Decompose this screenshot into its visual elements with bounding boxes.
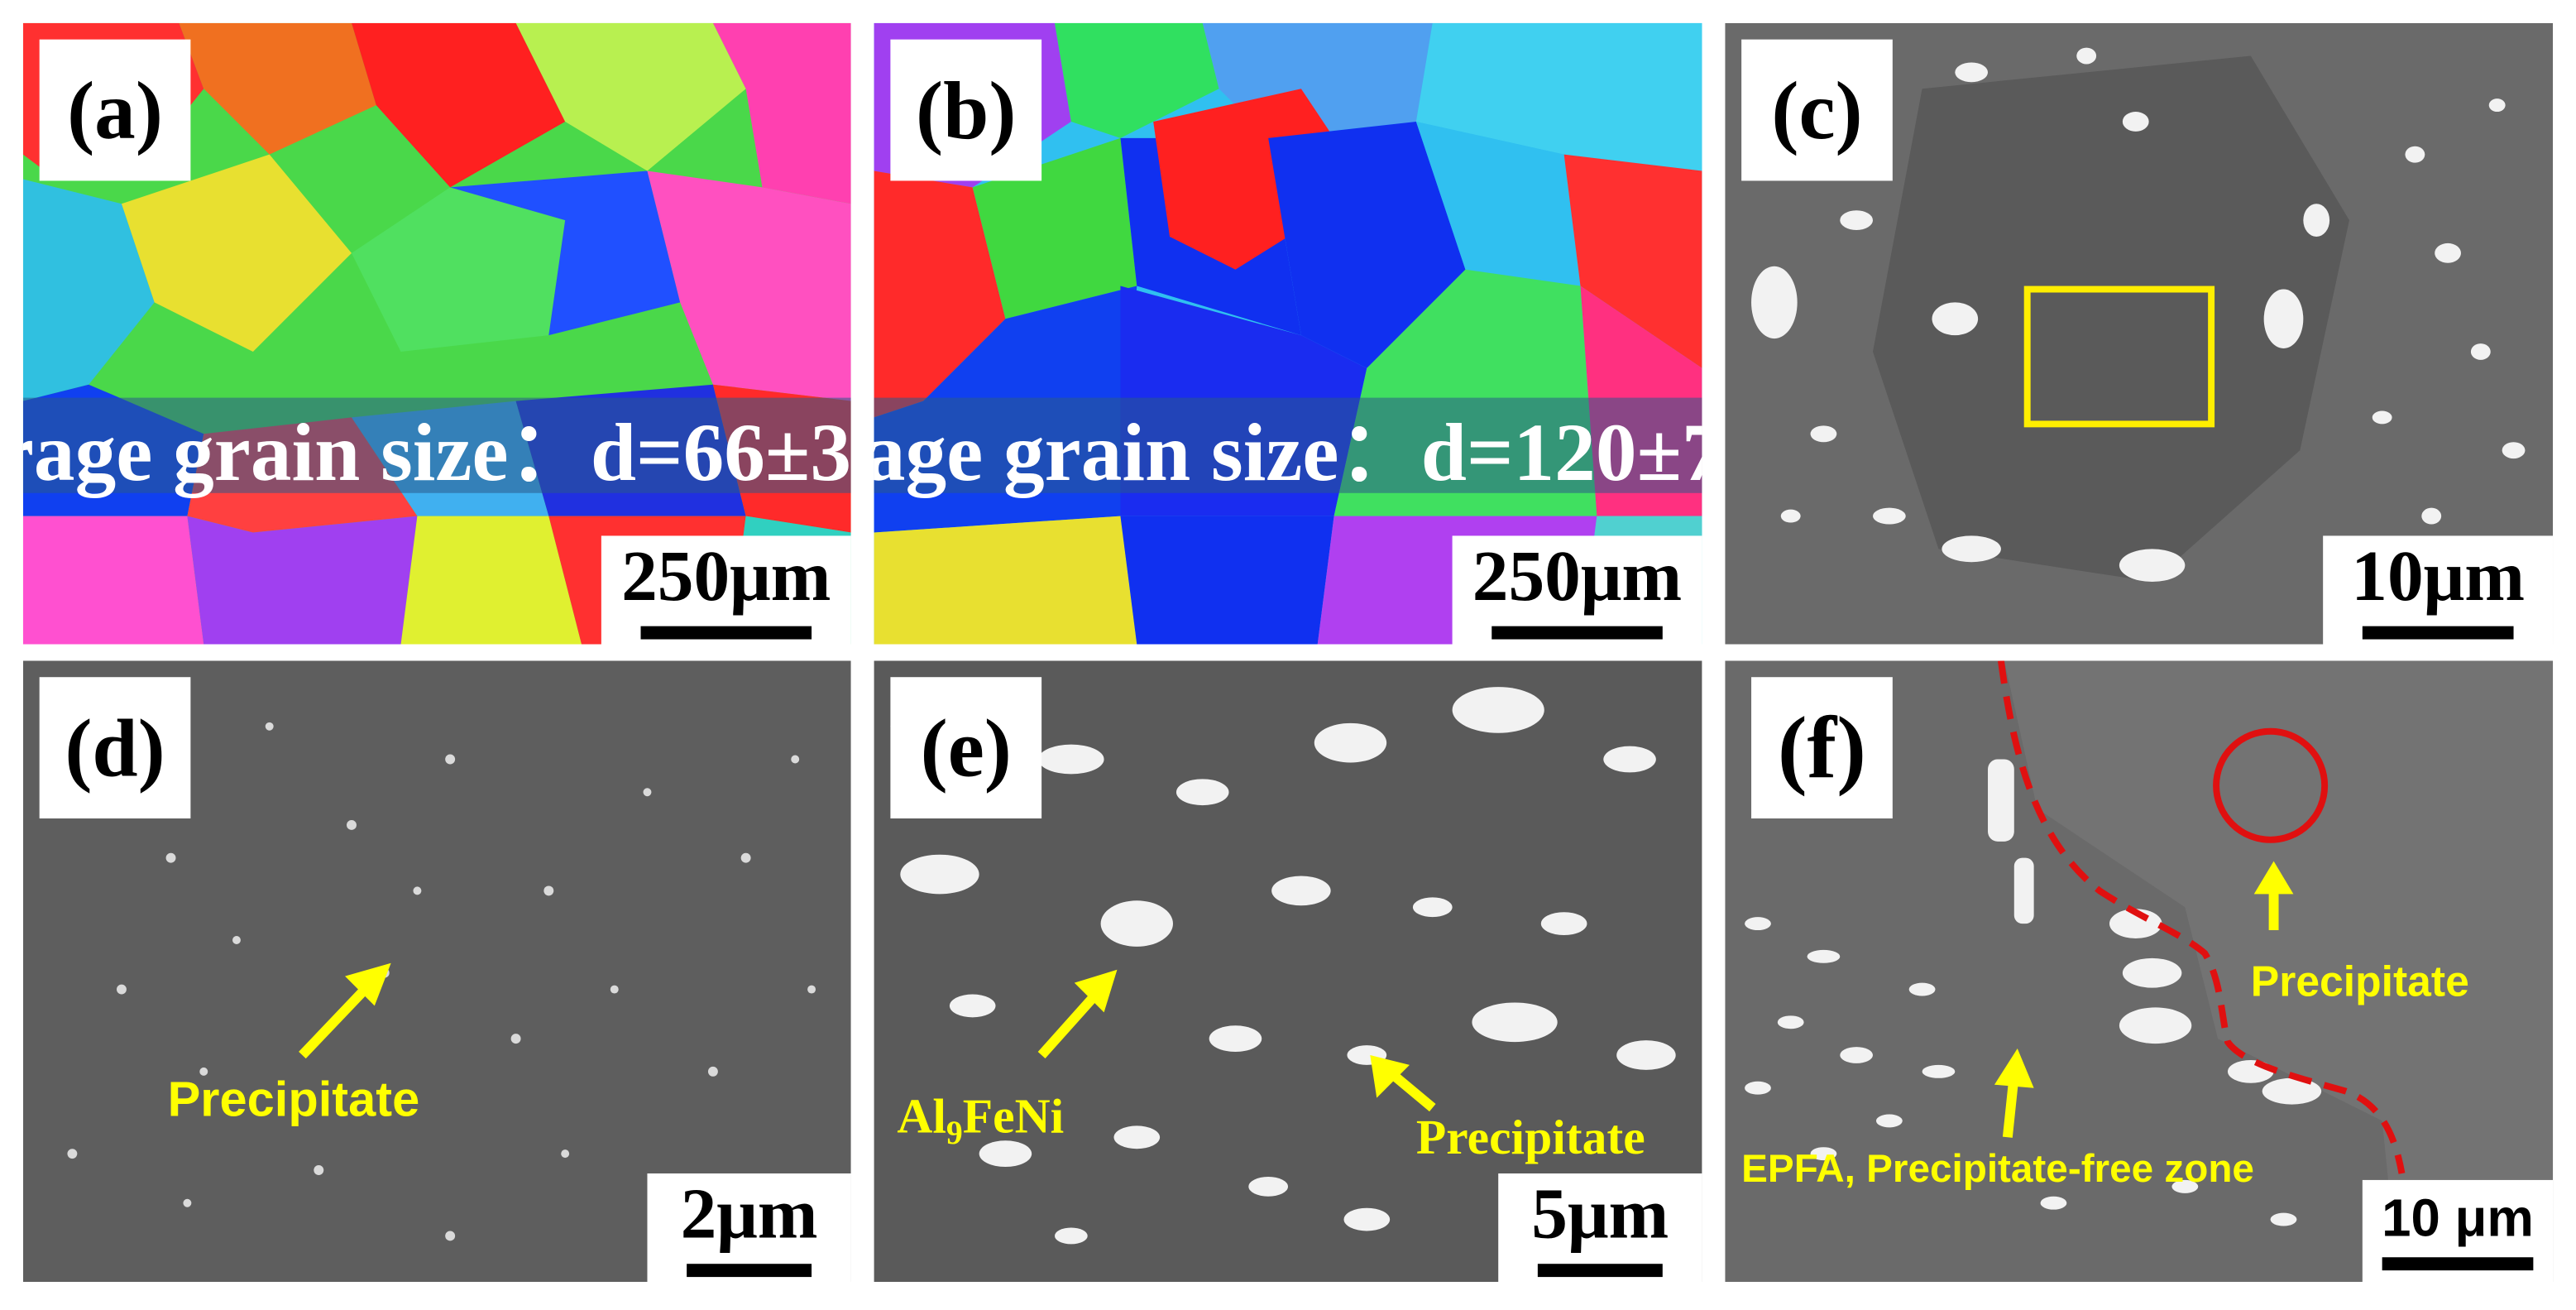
scale-bar-line: [2362, 626, 2514, 640]
scale-bar-line: [687, 1264, 812, 1278]
panel-label: (c): [1741, 39, 1893, 181]
scale-bar-label: 10μm: [2351, 535, 2526, 617]
al9feni-label: Al9FeNi: [897, 1089, 1065, 1153]
precipitate-label: Precipitate: [2250, 956, 2469, 1006]
scale-bar: 5μm: [1498, 1173, 1702, 1283]
scale-bar: 10μm: [2323, 535, 2554, 645]
scale-bar-line: [640, 626, 812, 640]
average-grain-size-text: Average grain size：d=120±70μm: [874, 405, 1702, 498]
panel-d: Precipitate (d) 2μm: [22, 660, 851, 1283]
panel-label: (b): [890, 39, 1042, 181]
panel-f: Precipitate EPFA, Precipitate-free zone …: [1725, 660, 2554, 1283]
average-grain-size-text: Average grain size：d=66±36μm: [23, 405, 851, 498]
scale-bar-label: 250μm: [621, 535, 831, 617]
scale-bar-label: 10 μm: [2382, 1188, 2534, 1248]
scale-bar-line: [1537, 1264, 1663, 1278]
scale-bar: 2μm: [647, 1173, 851, 1283]
precipitate-label: Precipitate: [167, 1072, 420, 1128]
panel-c: (c) 10μm: [1725, 22, 2554, 645]
precipitate-free-zone-label: EPFA, Precipitate-free zone: [1741, 1147, 2254, 1192]
scale-bar-line: [1491, 626, 1663, 640]
al9feni-label-element: Al: [897, 1089, 946, 1144]
panel-e: Al9FeNi Precipitate (e) 5μm: [874, 660, 1702, 1283]
panel-label: (f): [1751, 677, 1893, 819]
panel-label: (d): [39, 677, 191, 819]
scale-bar-label: 2μm: [680, 1173, 818, 1255]
scale-bar-label: 5μm: [1531, 1173, 1669, 1255]
scale-bar: 10 μm: [2362, 1179, 2554, 1283]
panel-label: (a): [39, 39, 191, 181]
scale-bar-label: 250μm: [1472, 535, 1683, 617]
panel-b: Average grain size：d=120±70μm (b) 250μm: [874, 22, 1702, 645]
scale-bar: 250μm: [1452, 535, 1702, 645]
scale-bar-line: [2382, 1257, 2534, 1271]
precipitate-label: Precipitate: [1415, 1111, 1645, 1166]
ebsd-map-a: [22, 22, 851, 645]
panel-label: (e): [890, 677, 1042, 819]
scale-bar: 250μm: [601, 535, 851, 645]
al9feni-label-subscript: 9: [946, 1116, 963, 1153]
panel-a: Average grain size：d=66±36μm (a) 250μm: [22, 22, 851, 645]
al9feni-label-tail: FeNi: [962, 1089, 1065, 1144]
sem-image-f: [1725, 660, 2554, 1283]
